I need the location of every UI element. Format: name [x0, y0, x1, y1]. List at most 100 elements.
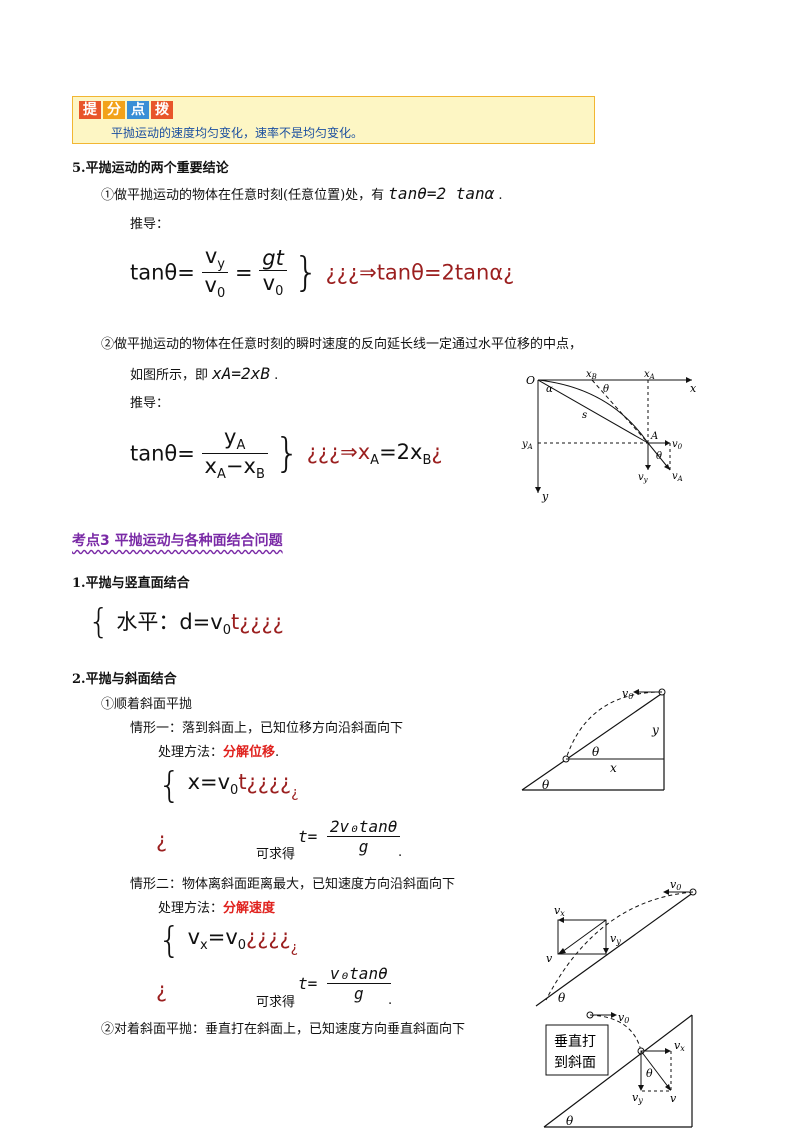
formula-vertical-surface: { 水平：d=v0t¿¿¿¿ — [88, 602, 284, 646]
conclusion2-line2: 如图所示，即 xA=2xB . — [130, 364, 278, 383]
f2-tail2: =2x — [379, 439, 423, 464]
fig3-vy-arrow — [603, 948, 609, 954]
f2-den-bsub: B — [255, 467, 265, 483]
f2-lhs: tanθ= — [130, 441, 195, 466]
fig3-label-v0: v0 — [670, 878, 681, 892]
tip-tag-4: 拨 — [151, 101, 173, 119]
fig1-label-xA: xA — [644, 369, 655, 381]
incline-item1: ①顺着斜面平抛 — [101, 697, 193, 712]
incline-case1: 情形一：落到斜面上，已知位移方向沿斜面向下 — [130, 721, 404, 736]
f2-den-b: x — [243, 454, 256, 479]
fig1-label-alpha: α — [546, 384, 553, 395]
conclusion1-prefix: ①做平抛运动的物体在任意时刻(任意位置)处，有 — [101, 188, 385, 203]
fig1-label-s: s — [582, 410, 587, 421]
t1-suffix: . — [398, 845, 403, 860]
conclusion1-suffix: . — [498, 188, 503, 203]
fc2-mid: =v — [207, 925, 238, 949]
incline-method1: 处理方法：分解位移. — [158, 741, 279, 760]
fig4-label-line1: 垂直打 — [554, 1033, 596, 1050]
f2-tail: ¿¿¿⇒xA=2xB¿ — [307, 439, 443, 468]
f1-n2: gt — [259, 246, 287, 272]
fc2-brace: { — [158, 920, 181, 961]
fig2-incline — [521, 691, 665, 791]
fig1-label-xB: xB — [586, 369, 597, 381]
fc1-q: ¿ — [291, 785, 299, 801]
fc2-sub2: 0 — [237, 938, 247, 954]
f1-d1: v — [204, 273, 217, 298]
method1-suffix: . — [275, 745, 280, 760]
tip-box: 提 分 点 拨 平抛运动的速度均匀变化，速率不是均匀变化。 — [72, 96, 595, 144]
result1-formula: t= 2v₀tanθ g — [298, 817, 401, 856]
fv-sub: 0 — [222, 623, 231, 639]
tip-text: 平抛运动的速度均匀变化，速率不是均匀变化。 — [111, 126, 364, 140]
method2-prefix: 处理方法： — [158, 901, 224, 916]
formula-case2: { vx=v0¿¿¿¿¿ — [158, 920, 298, 970]
fig2-label-theta: θ — [592, 745, 600, 759]
incline-velocity-diagram: v0 vx vy v θ — [535, 878, 697, 1007]
fc2-q2: ¿ — [156, 978, 168, 1002]
method1-key: 分解位移 — [223, 745, 276, 760]
fig4-v-arrow — [665, 1084, 671, 1091]
conclusion2-line1: ②做平抛运动的物体在任意时刻的瞬时速度的反向延长线一定通过水平位移的中点， — [101, 337, 583, 352]
fig2-trajectory — [565, 691, 663, 760]
fig2-label-x: x — [610, 761, 617, 775]
t1-den: g — [358, 837, 369, 856]
conclusion2-prefix: 如图所示，即 — [130, 368, 209, 383]
fig1-label-A: A — [650, 431, 658, 442]
fc1-sub: 0 — [230, 783, 239, 799]
conclusion2-suffix: . — [274, 368, 279, 383]
conclusion2-formula: xA=2xB — [212, 364, 270, 383]
fig3-v-vector — [561, 919, 607, 953]
incline-case2: 情形二：物体离斜面距离最大，已知速度方向沿斜面向下 — [130, 877, 456, 892]
fig3-label-theta: θ — [558, 991, 566, 1005]
f1-n1: v — [204, 244, 218, 268]
formula-tan-derivation: tanθ= vy v0 = gt v0 } ¿¿¿⇒tanθ=2tanα¿ — [130, 244, 514, 310]
fig3-label-vx: vx — [554, 904, 565, 918]
fig1-label-y: y — [541, 490, 549, 503]
f2-frac: yA xA−xB — [201, 425, 268, 483]
incline-item2: ②对着斜面平抛：垂直打在斜面上，已知速度方向垂直斜面向下 — [101, 1022, 466, 1037]
fig1-y-arrow — [535, 487, 541, 493]
fig1-velocity-extension — [591, 379, 649, 444]
fig4-vx-arrow — [665, 1048, 671, 1054]
fig4-v-vector — [640, 1050, 670, 1089]
f1-n1sub: y — [217, 257, 225, 273]
fig1-v0-arrow — [665, 440, 670, 446]
fc1-text: x=v — [187, 770, 231, 794]
t1-num: 2v₀tanθ — [326, 817, 401, 837]
f2-num: y — [224, 425, 237, 449]
fig4-label-v: v — [670, 1092, 677, 1105]
fig4-label-theta-base: θ — [566, 1114, 574, 1128]
fig3-label-v: v — [546, 952, 553, 965]
method1-prefix: 处理方法： — [158, 745, 224, 760]
result2-prefix: 可求得 — [256, 995, 296, 1010]
fig1-label-v0: v0 — [672, 439, 683, 451]
fig3-v0-arrow — [663, 889, 669, 895]
fig1-vA-arrow — [664, 464, 670, 470]
t2-den: g — [353, 984, 364, 1003]
fig1-vy-arrow — [645, 465, 651, 470]
fig4-trajectory — [589, 1014, 642, 1052]
fig4-label-vy: vy — [632, 1091, 643, 1105]
fc2-q: ¿ — [290, 940, 299, 956]
fc1-brace: { — [158, 765, 181, 806]
fig2-label-v0: v0 — [622, 687, 633, 701]
t2-num: v₀tanθ — [326, 964, 391, 984]
incline-perpendicular-diagram: 垂直打 到斜面 v0 vx θ vy v θ — [543, 1011, 693, 1128]
fig4-v0-arrow — [611, 1012, 617, 1018]
fc2-sub: x — [200, 938, 208, 954]
k3-heading-incline: 2.平抛与斜面结合 — [72, 672, 177, 687]
incline-method2: 处理方法：分解速度 — [158, 897, 275, 916]
f1-eq: = — [234, 260, 253, 285]
formula-case1: { x=v0t¿¿¿¿¿ — [158, 765, 299, 815]
fig4-incline — [543, 1014, 693, 1128]
fv-brace: { — [88, 602, 110, 642]
tip-tag-2: 分 — [103, 101, 125, 119]
fc2-text: v — [187, 925, 201, 949]
f1-brace: } — [293, 249, 319, 296]
fig1-label-vA: vA — [672, 471, 683, 483]
fv-tail: t¿¿¿¿ — [230, 609, 284, 634]
f1-tail: ¿¿¿⇒tanθ=2tanα¿ — [325, 260, 515, 285]
t1-frac: 2v₀tanθ g — [326, 817, 401, 856]
